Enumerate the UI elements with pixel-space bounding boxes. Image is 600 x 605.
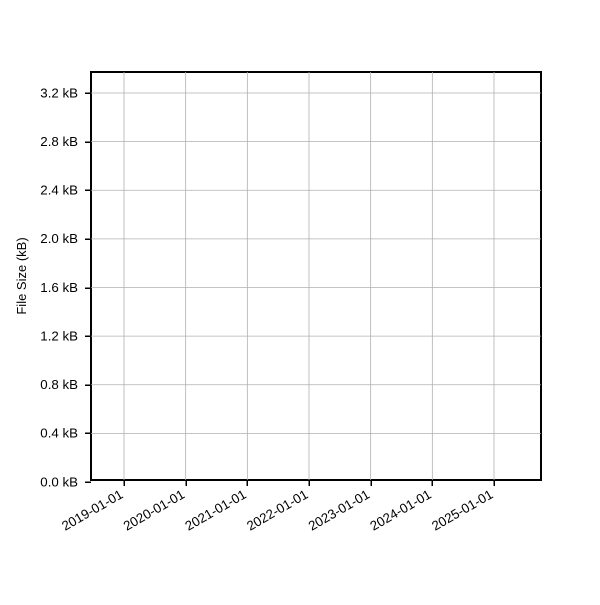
svg-text:3.2 kB: 3.2 kB <box>40 85 78 100</box>
svg-text:1.2 kB: 1.2 kB <box>40 328 78 343</box>
svg-text:0.0 kB: 0.0 kB <box>40 474 78 489</box>
svg-text:2.8 kB: 2.8 kB <box>40 134 78 149</box>
svg-text:2023-01-01: 2023-01-01 <box>306 487 372 534</box>
svg-text:2019-01-01: 2019-01-01 <box>59 487 125 534</box>
svg-text:2021-01-01: 2021-01-01 <box>182 487 248 534</box>
svg-text:0.8 kB: 0.8 kB <box>40 377 78 392</box>
svg-text:2.4 kB: 2.4 kB <box>40 183 78 198</box>
svg-text:2024-01-01: 2024-01-01 <box>367 487 433 534</box>
svg-text:2025-01-01: 2025-01-01 <box>429 487 495 534</box>
svg-text:0.4 kB: 0.4 kB <box>40 426 78 441</box>
svg-text:File Size (kB): File Size (kB) <box>14 237 29 314</box>
svg-text:2020-01-01: 2020-01-01 <box>121 487 187 534</box>
svg-text:2022-01-01: 2022-01-01 <box>244 487 310 534</box>
svg-text:1.6 kB: 1.6 kB <box>40 280 78 295</box>
svg-text:2.0 kB: 2.0 kB <box>40 231 78 246</box>
